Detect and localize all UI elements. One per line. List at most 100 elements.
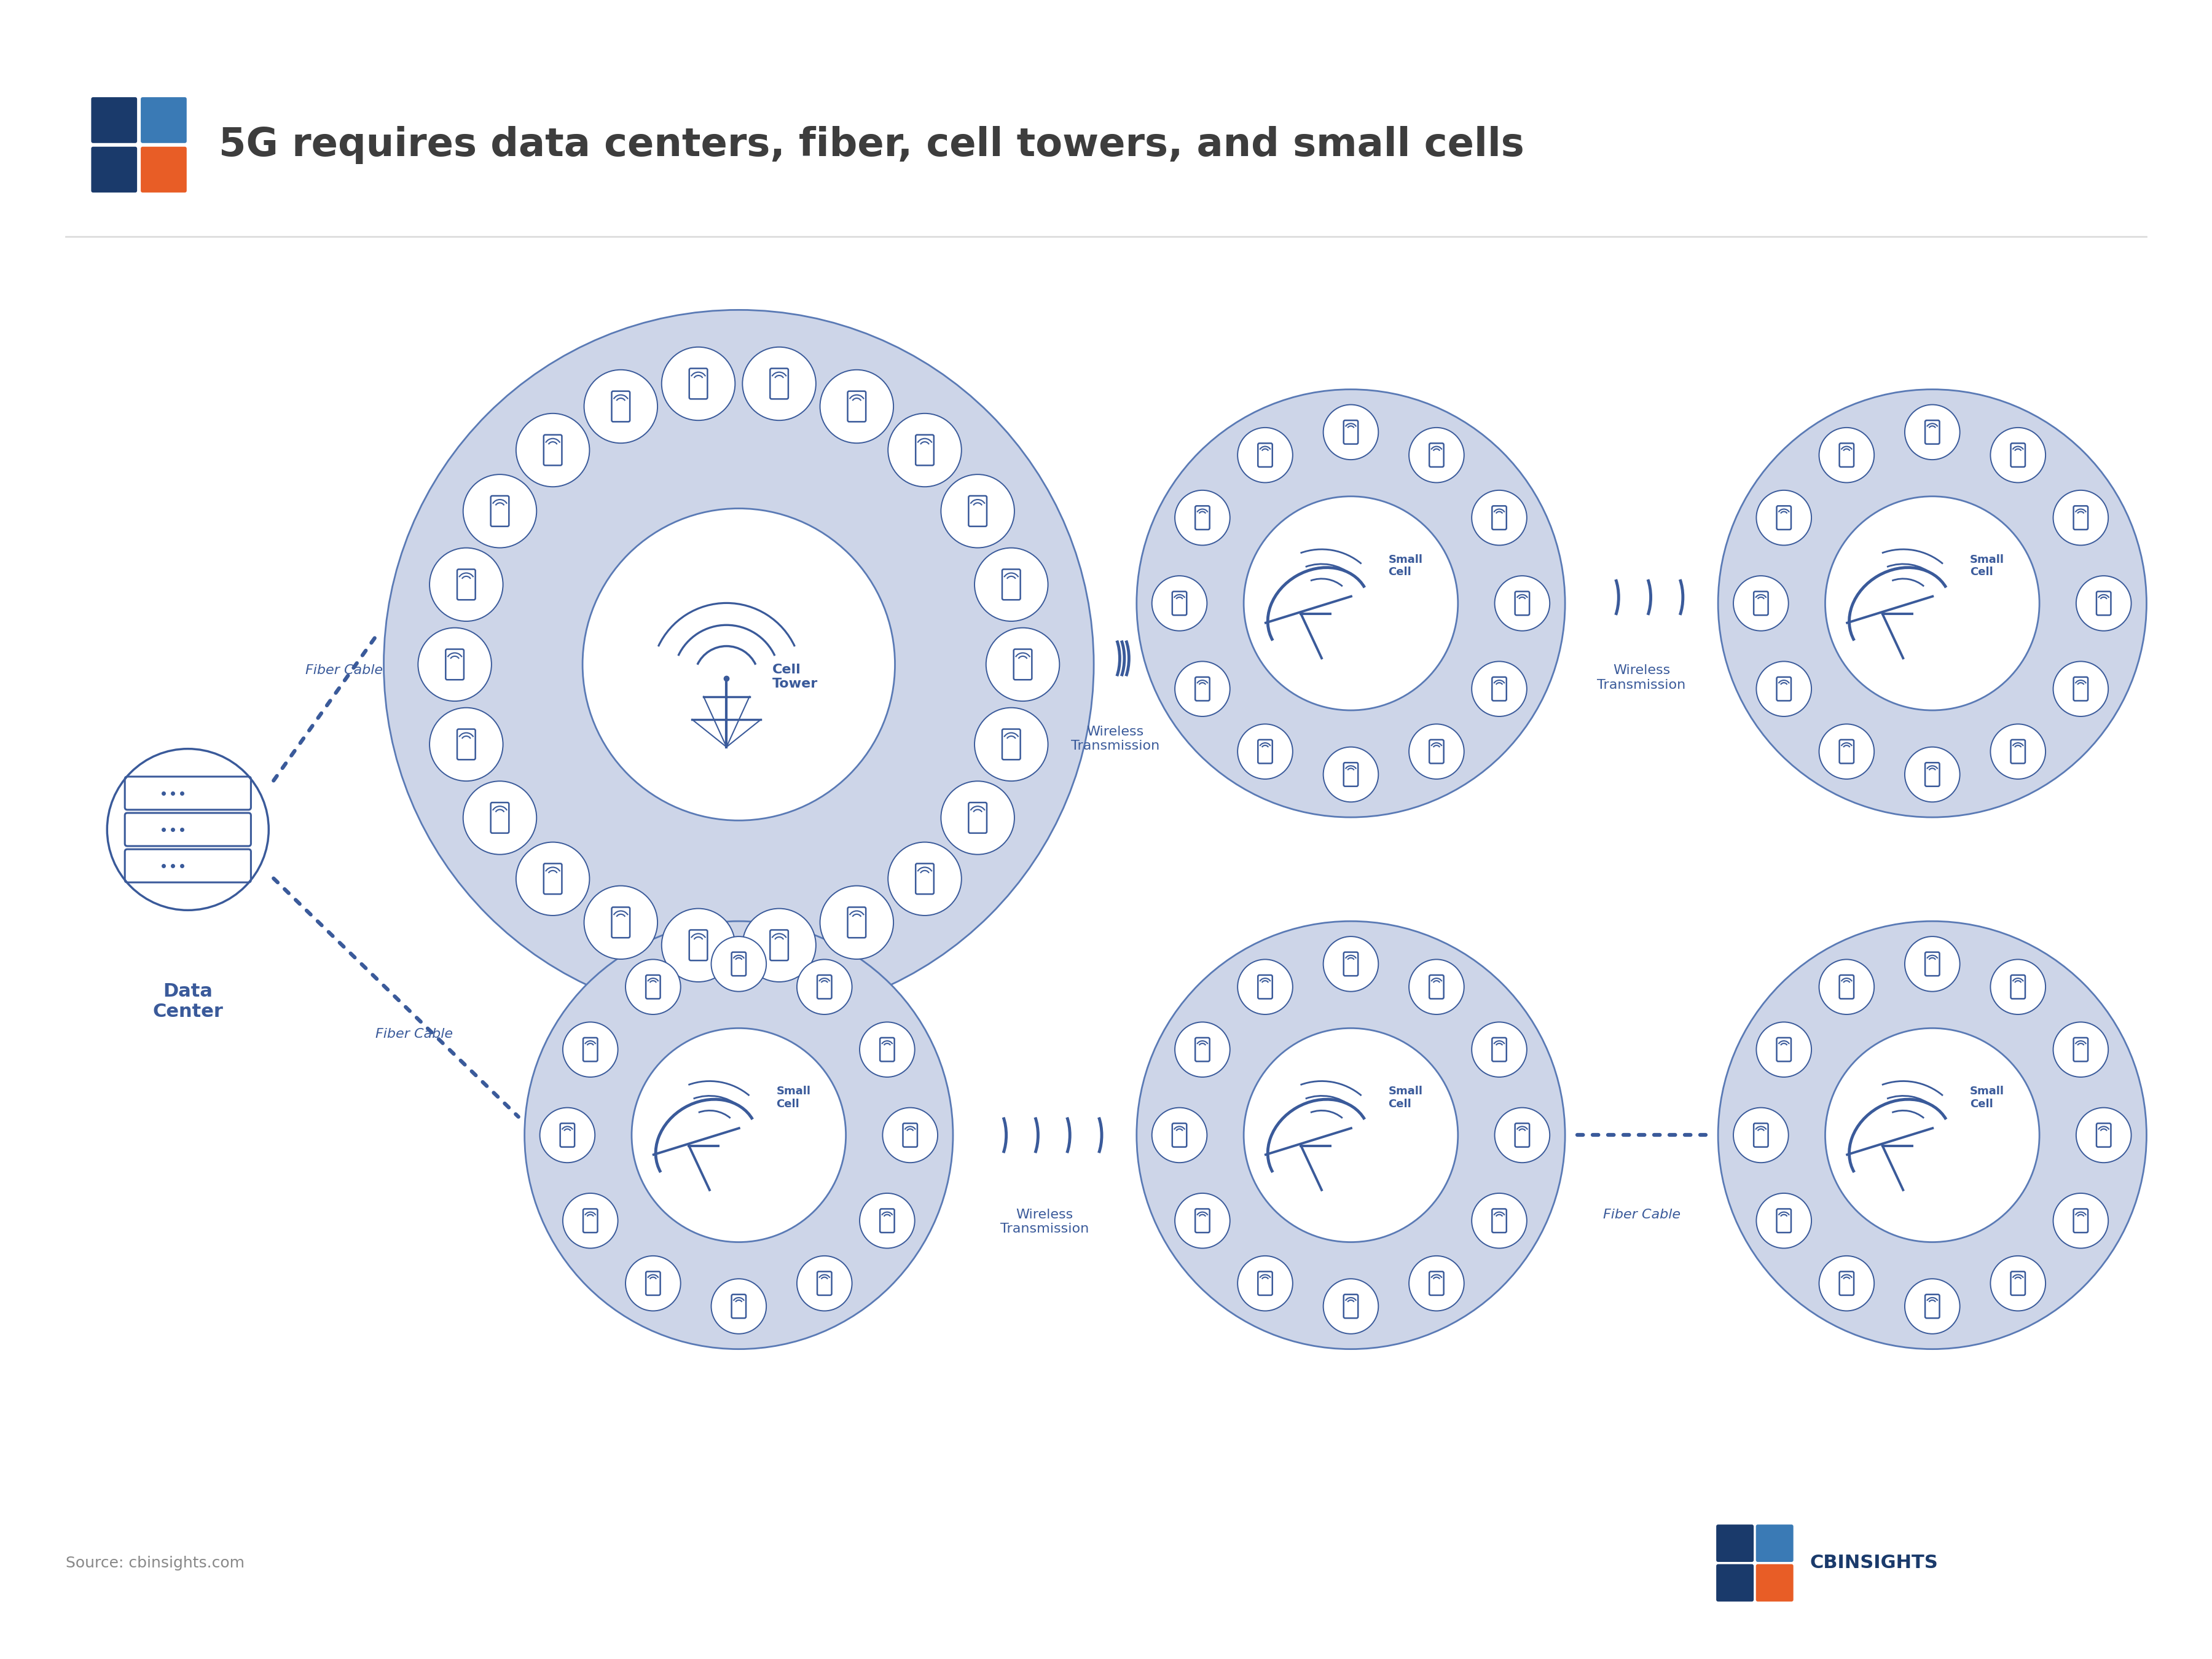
Circle shape: [975, 547, 1048, 620]
Circle shape: [1991, 1256, 2046, 1311]
Circle shape: [1905, 1279, 1960, 1334]
Circle shape: [1734, 1108, 1790, 1163]
Circle shape: [1175, 1193, 1230, 1248]
Circle shape: [1905, 936, 1960, 992]
Circle shape: [1756, 662, 1812, 717]
Circle shape: [1137, 390, 1566, 818]
Circle shape: [562, 1022, 617, 1077]
Text: CBINSIGHTS: CBINSIGHTS: [1809, 1554, 1938, 1573]
Circle shape: [1471, 662, 1526, 717]
FancyBboxPatch shape: [91, 98, 137, 143]
Circle shape: [661, 347, 734, 420]
FancyBboxPatch shape: [142, 98, 186, 143]
Circle shape: [975, 708, 1048, 781]
Text: Source: cbinsights.com: Source: cbinsights.com: [66, 1556, 243, 1571]
Circle shape: [582, 508, 896, 821]
Circle shape: [1818, 428, 1874, 483]
Circle shape: [743, 347, 816, 420]
Circle shape: [1409, 723, 1464, 780]
Text: Wireless
Transmission: Wireless Transmission: [1597, 665, 1686, 692]
Circle shape: [1495, 576, 1551, 630]
Circle shape: [1905, 747, 1960, 801]
Circle shape: [1818, 723, 1874, 780]
Text: Data
Center: Data Center: [153, 982, 223, 1020]
Circle shape: [633, 1029, 845, 1243]
Circle shape: [1237, 428, 1292, 483]
Circle shape: [2077, 1108, 2130, 1163]
Text: 5G requires data centers, fiber, cell towers, and small cells: 5G requires data centers, fiber, cell to…: [219, 126, 1524, 164]
Text: Small
Cell: Small Cell: [1389, 1085, 1422, 1110]
Circle shape: [2053, 491, 2108, 546]
Circle shape: [1991, 959, 2046, 1014]
Circle shape: [712, 936, 765, 992]
Circle shape: [1175, 662, 1230, 717]
Circle shape: [1409, 428, 1464, 483]
Circle shape: [1818, 1256, 1874, 1311]
Circle shape: [1818, 959, 1874, 1014]
Circle shape: [1991, 723, 2046, 780]
Circle shape: [1719, 921, 2146, 1349]
Circle shape: [1991, 428, 2046, 483]
Circle shape: [743, 909, 816, 982]
Circle shape: [540, 1108, 595, 1163]
Text: Small
Cell: Small Cell: [1971, 554, 2004, 577]
Circle shape: [429, 708, 502, 781]
Circle shape: [1756, 1022, 1812, 1077]
Circle shape: [1152, 1108, 1208, 1163]
Circle shape: [987, 627, 1060, 702]
Circle shape: [1323, 1279, 1378, 1334]
Circle shape: [1471, 491, 1526, 546]
Circle shape: [1237, 1256, 1292, 1311]
Circle shape: [796, 959, 852, 1014]
Circle shape: [515, 413, 591, 486]
FancyBboxPatch shape: [142, 146, 186, 192]
Circle shape: [626, 1256, 681, 1311]
Circle shape: [860, 1022, 916, 1077]
Circle shape: [1323, 405, 1378, 460]
Circle shape: [1756, 491, 1812, 546]
Circle shape: [887, 413, 962, 486]
Circle shape: [2053, 1022, 2108, 1077]
Circle shape: [712, 1279, 765, 1334]
Text: Fiber Cable: Fiber Cable: [1604, 1208, 1681, 1221]
Circle shape: [383, 310, 1093, 1019]
Circle shape: [1243, 1029, 1458, 1243]
FancyBboxPatch shape: [1756, 1564, 1794, 1601]
Circle shape: [462, 781, 538, 854]
Text: Fiber Cable: Fiber Cable: [305, 664, 383, 677]
Circle shape: [1471, 1193, 1526, 1248]
Circle shape: [796, 1256, 852, 1311]
Circle shape: [1243, 496, 1458, 710]
Circle shape: [1719, 390, 2146, 818]
Circle shape: [626, 959, 681, 1014]
FancyBboxPatch shape: [91, 146, 137, 192]
Circle shape: [1825, 1029, 2039, 1243]
Circle shape: [821, 886, 894, 959]
Circle shape: [1323, 936, 1378, 992]
Circle shape: [1409, 959, 1464, 1014]
Circle shape: [1905, 405, 1960, 460]
Circle shape: [418, 627, 491, 702]
Text: Wireless
Transmission: Wireless Transmission: [1000, 1208, 1088, 1234]
Text: Small
Cell: Small Cell: [1389, 554, 1422, 577]
FancyBboxPatch shape: [1717, 1564, 1754, 1601]
Circle shape: [524, 921, 953, 1349]
Text: Small
Cell: Small Cell: [776, 1085, 810, 1110]
Circle shape: [1323, 747, 1378, 801]
Circle shape: [462, 474, 538, 547]
Circle shape: [940, 781, 1015, 854]
Circle shape: [1237, 723, 1292, 780]
Text: Small
Cell: Small Cell: [1971, 1085, 2004, 1110]
Circle shape: [1471, 1022, 1526, 1077]
Circle shape: [821, 370, 894, 443]
Circle shape: [887, 843, 962, 916]
Circle shape: [883, 1108, 938, 1163]
Circle shape: [1152, 576, 1208, 630]
Circle shape: [584, 886, 657, 959]
Circle shape: [661, 909, 734, 982]
Circle shape: [584, 370, 657, 443]
Circle shape: [1175, 491, 1230, 546]
Circle shape: [2077, 576, 2130, 630]
Circle shape: [1495, 1108, 1551, 1163]
Circle shape: [940, 474, 1015, 547]
